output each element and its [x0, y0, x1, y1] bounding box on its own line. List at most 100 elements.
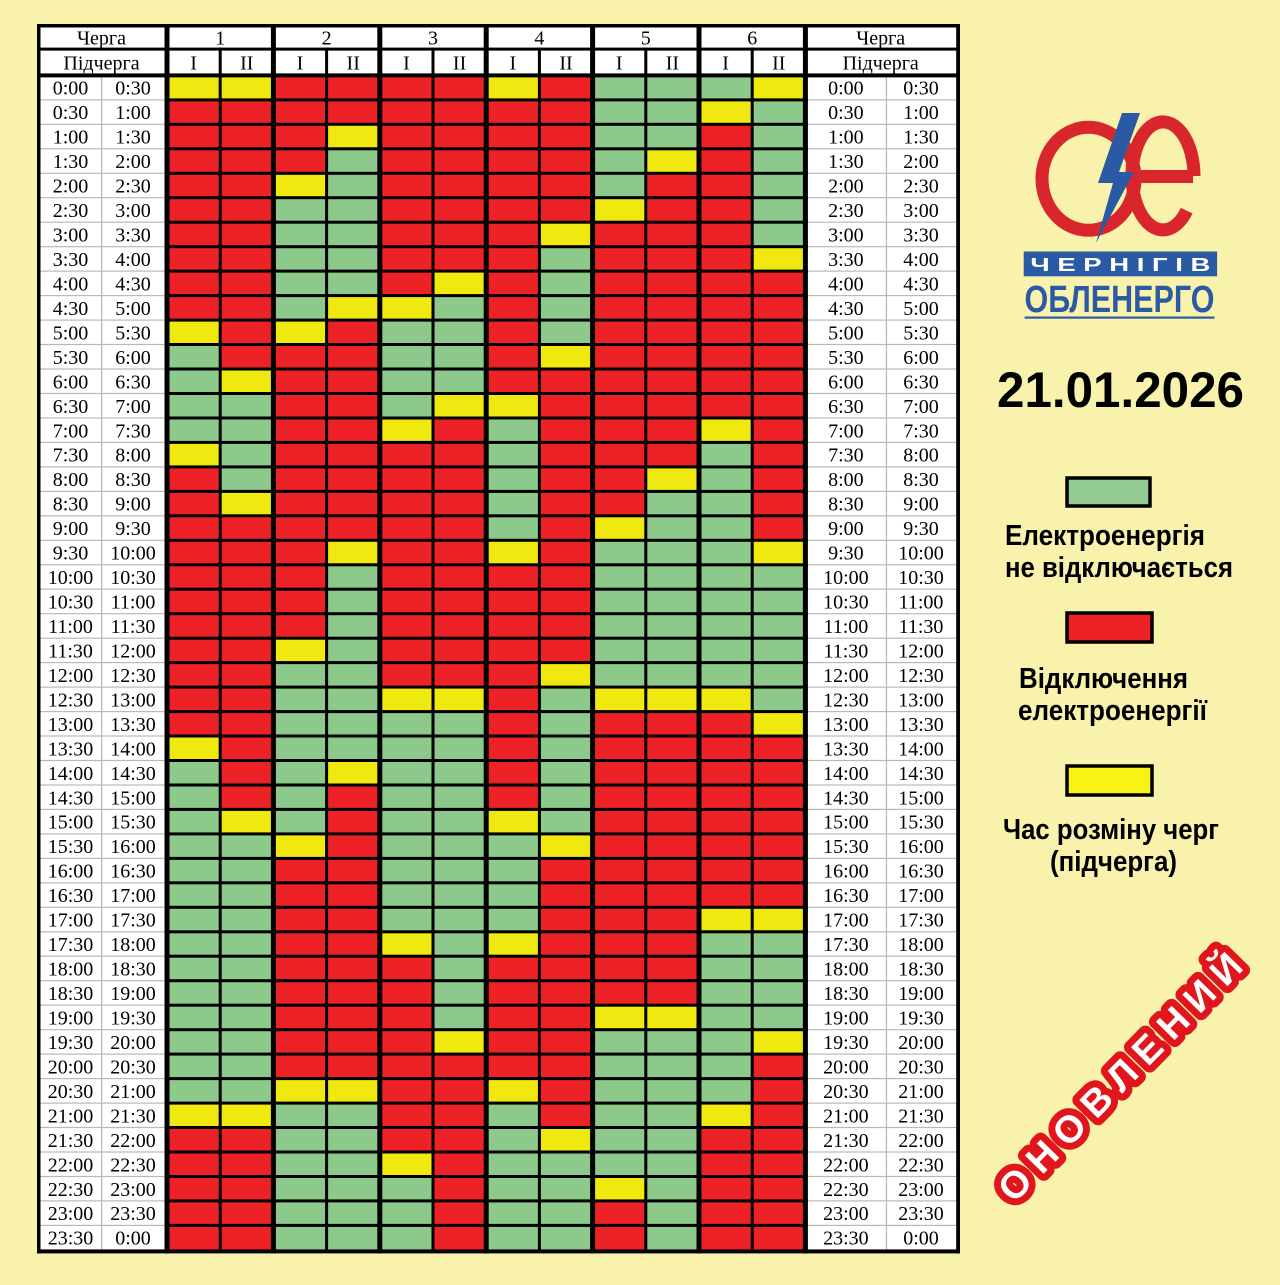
svg-text:2:30: 2:30 [903, 176, 939, 198]
svg-text:1:00: 1:00 [828, 127, 864, 149]
svg-text:11:00: 11:00 [48, 616, 93, 638]
svg-text:5: 5 [641, 28, 651, 50]
svg-text:11:30: 11:30 [899, 616, 944, 638]
svg-text:7:00: 7:00 [903, 396, 939, 418]
svg-text:Підчерга: Підчерга [843, 53, 919, 75]
svg-text:9:30: 9:30 [828, 543, 864, 565]
svg-text:14:30: 14:30 [110, 763, 156, 785]
svg-text:23:30: 23:30 [48, 1228, 94, 1250]
svg-text:0:00: 0:00 [53, 78, 89, 100]
svg-text:II: II [240, 53, 253, 75]
svg-text:9:30: 9:30 [115, 518, 151, 540]
svg-text:не відключається: не відключається [1005, 552, 1233, 584]
svg-text:0:30: 0:30 [903, 78, 939, 100]
svg-text:22:30: 22:30 [823, 1179, 869, 1201]
svg-text:8:00: 8:00 [828, 469, 864, 491]
svg-text:11:00: 11:00 [111, 592, 156, 614]
svg-text:23:30: 23:30 [898, 1203, 944, 1225]
svg-text:I: I [509, 53, 516, 75]
svg-text:Час розміну черг: Час розміну черг [1003, 814, 1219, 846]
svg-text:2:00: 2:00 [115, 151, 151, 173]
svg-text:21:00: 21:00 [48, 1105, 94, 1127]
svg-text:5:00: 5:00 [53, 322, 89, 344]
svg-text:14:00: 14:00 [823, 763, 869, 785]
svg-text:5:00: 5:00 [903, 298, 939, 320]
svg-text:1:30: 1:30 [115, 127, 151, 149]
svg-text:17:00: 17:00 [823, 910, 869, 932]
svg-text:17:00: 17:00 [48, 910, 94, 932]
svg-text:13:00: 13:00 [823, 714, 869, 736]
svg-text:23:00: 23:00 [823, 1203, 869, 1225]
svg-text:2:30: 2:30 [53, 200, 89, 222]
svg-text:13:30: 13:30 [110, 714, 156, 736]
svg-text:1:30: 1:30 [53, 151, 89, 173]
svg-text:17:00: 17:00 [898, 885, 944, 907]
svg-text:4:30: 4:30 [828, 298, 864, 320]
svg-text:7:30: 7:30 [53, 445, 89, 467]
svg-text:18:30: 18:30 [823, 983, 869, 1005]
svg-text:5:30: 5:30 [903, 322, 939, 344]
svg-text:19:00: 19:00 [823, 1008, 869, 1030]
svg-text:7:00: 7:00 [115, 396, 151, 418]
svg-text:I: I [722, 53, 729, 75]
svg-text:12:00: 12:00 [48, 665, 94, 687]
svg-text:8:30: 8:30 [53, 494, 89, 516]
svg-text:2:30: 2:30 [828, 200, 864, 222]
svg-text:6:00: 6:00 [53, 371, 89, 393]
svg-text:19:00: 19:00 [110, 983, 156, 1005]
svg-text:6: 6 [747, 28, 757, 50]
svg-text:20:30: 20:30 [823, 1081, 869, 1103]
svg-text:5:30: 5:30 [53, 347, 89, 369]
svg-text:14:00: 14:00 [48, 763, 94, 785]
svg-text:16:00: 16:00 [823, 861, 869, 883]
svg-text:22:30: 22:30 [898, 1154, 944, 1176]
svg-text:10:00: 10:00 [898, 543, 944, 565]
svg-text:3:30: 3:30 [53, 249, 89, 271]
svg-text:10:00: 10:00 [823, 567, 869, 589]
svg-text:9:00: 9:00 [53, 518, 89, 540]
svg-text:15:30: 15:30 [898, 812, 944, 834]
svg-text:14:30: 14:30 [823, 787, 869, 809]
svg-text:12:00: 12:00 [898, 641, 944, 663]
svg-text:Черга: Черга [856, 28, 905, 50]
svg-text:8:30: 8:30 [115, 469, 151, 491]
svg-text:3:00: 3:00 [828, 225, 864, 247]
svg-text:6:30: 6:30 [828, 396, 864, 418]
svg-text:13:00: 13:00 [898, 689, 944, 711]
svg-text:17:30: 17:30 [823, 934, 869, 956]
svg-text:18:30: 18:30 [898, 959, 944, 981]
svg-text:15:30: 15:30 [48, 836, 94, 858]
svg-text:8:00: 8:00 [115, 445, 151, 467]
svg-text:12:00: 12:00 [110, 641, 156, 663]
svg-text:Відключення: Відключення [1019, 663, 1188, 695]
svg-text:17:00: 17:00 [110, 885, 156, 907]
svg-text:5:30: 5:30 [828, 347, 864, 369]
svg-text:4: 4 [534, 28, 544, 50]
svg-text:Черга: Черга [77, 28, 126, 50]
svg-text:19:30: 19:30 [48, 1032, 94, 1054]
svg-text:18:30: 18:30 [48, 983, 94, 1005]
svg-text:17:30: 17:30 [48, 934, 94, 956]
svg-text:11:00: 11:00 [823, 616, 868, 638]
svg-text:7:30: 7:30 [115, 420, 151, 442]
svg-text:Підчерга: Підчерга [63, 53, 139, 75]
svg-text:19:00: 19:00 [48, 1008, 94, 1030]
svg-text:0:00: 0:00 [903, 1228, 939, 1250]
svg-text:19:00: 19:00 [898, 983, 944, 1005]
svg-text:II: II [772, 53, 785, 75]
svg-text:11:30: 11:30 [48, 641, 93, 663]
svg-text:2:30: 2:30 [115, 176, 151, 198]
svg-text:15:30: 15:30 [823, 836, 869, 858]
svg-text:3:00: 3:00 [903, 200, 939, 222]
svg-text:11:30: 11:30 [111, 616, 156, 638]
svg-text:8:00: 8:00 [53, 469, 89, 491]
svg-text:0:30: 0:30 [828, 102, 864, 124]
svg-text:21:00: 21:00 [110, 1081, 156, 1103]
svg-text:2:00: 2:00 [53, 176, 89, 198]
svg-text:Ч Е Р Н І Г І В: Ч Е Р Н І Г І В [1030, 255, 1210, 275]
svg-text:15:30: 15:30 [110, 812, 156, 834]
svg-text:9:00: 9:00 [903, 494, 939, 516]
svg-text:15:00: 15:00 [823, 812, 869, 834]
svg-text:9:00: 9:00 [828, 518, 864, 540]
svg-text:5:00: 5:00 [828, 322, 864, 344]
